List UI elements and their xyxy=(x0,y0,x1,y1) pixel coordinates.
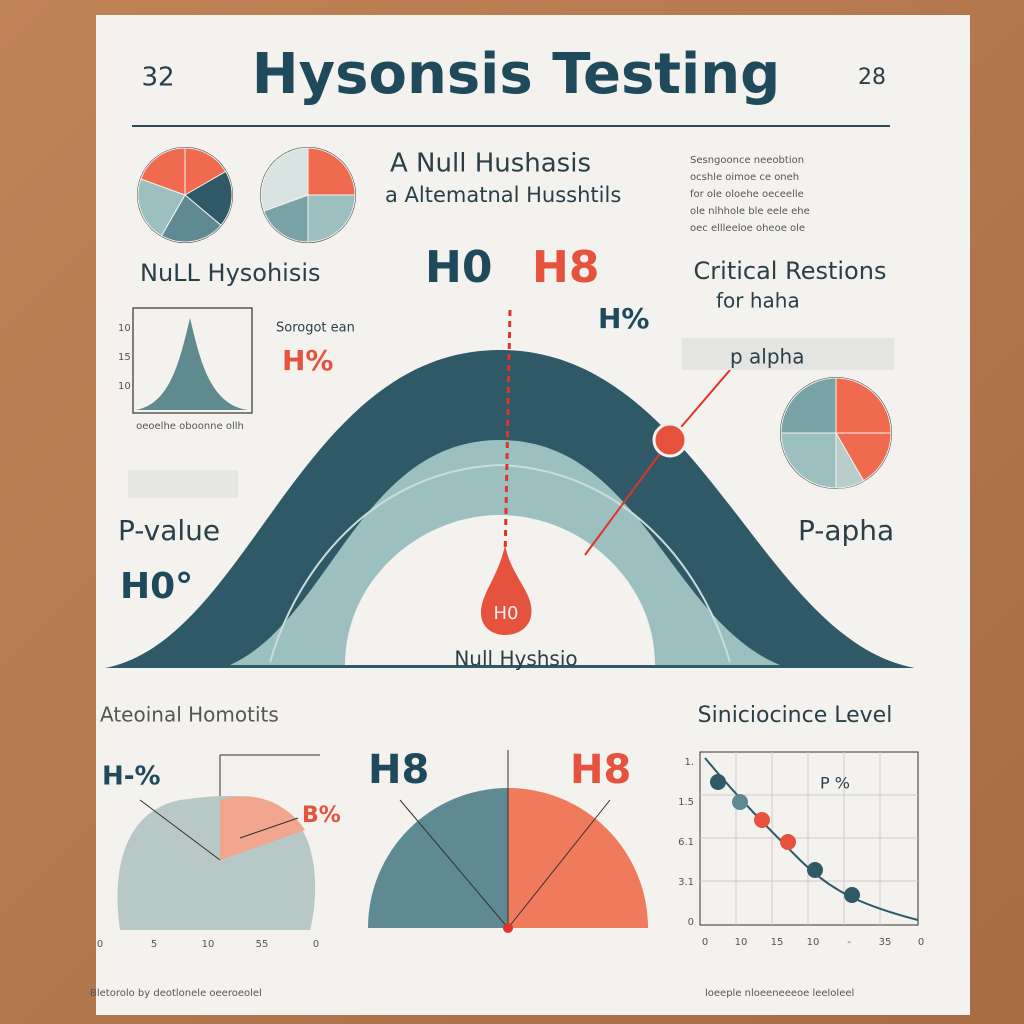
trend-line xyxy=(704,757,919,921)
trend-marker xyxy=(844,887,860,903)
header-number: 28 xyxy=(858,65,886,90)
tick-label: 35 xyxy=(879,937,892,948)
tick-label: 1. xyxy=(684,757,694,768)
label: Siniciocince Level xyxy=(698,703,893,728)
tick-label: 10 xyxy=(735,937,748,948)
gauge-needle xyxy=(507,799,611,929)
mini-chart-frame xyxy=(132,307,253,414)
label: H0° xyxy=(120,566,193,607)
trend-marker xyxy=(780,834,796,850)
pie-wedge xyxy=(137,178,186,237)
trend-marker xyxy=(807,862,823,878)
note-block: Sesngoonce neeobtion ocshle oimoe ce oneh… xyxy=(690,155,810,234)
note-line: for ole oloehe oeceelle xyxy=(690,189,804,200)
note-line: oec ellleeloe oheoe ole xyxy=(690,223,805,234)
tick-group: 0 5 10 55 0 xyxy=(97,939,319,950)
tick-label: 0 xyxy=(97,939,103,950)
tick-label: 0 xyxy=(918,937,924,948)
tick-label: 0 xyxy=(313,939,319,950)
tick-label: 5 xyxy=(151,939,157,950)
pie-group xyxy=(137,147,892,489)
label: NuLL Hysohisis xyxy=(140,259,321,287)
note-line: ole nlhhole ble eele ehe xyxy=(690,206,810,217)
label: P % xyxy=(820,774,850,793)
pie-wedge xyxy=(260,147,309,212)
drop-marker xyxy=(480,545,532,635)
label: for haha xyxy=(716,289,800,313)
label: P-value xyxy=(118,514,220,547)
tick-label: 0 xyxy=(702,937,708,948)
gauge-needle xyxy=(399,799,509,929)
label: Null Hyshsio xyxy=(454,647,577,671)
note-line: Sesngoonce neeobtion xyxy=(690,155,804,166)
tick-label: 3.1 xyxy=(678,877,694,888)
pie-wedge xyxy=(184,170,233,226)
trend-marker xyxy=(754,812,770,828)
label-box xyxy=(128,470,238,498)
tick-label: 15 xyxy=(771,937,784,948)
bell-band-line xyxy=(269,463,731,663)
label: H8 xyxy=(570,747,631,793)
intro-line: A Null Hushasis xyxy=(390,149,591,179)
pie-wedge xyxy=(780,432,837,489)
pie-wedge xyxy=(780,377,837,434)
pie-wedge xyxy=(307,147,356,196)
pie-wedge xyxy=(140,147,186,196)
label: Sorogot ean xyxy=(276,321,355,336)
pointer-line xyxy=(239,817,299,839)
tick-label: 1.5 xyxy=(678,797,694,808)
critical-marker xyxy=(652,422,688,458)
label: B% xyxy=(302,803,341,828)
label: H8 xyxy=(532,242,599,293)
tick-label: 0 xyxy=(688,917,694,928)
gauge-pivot xyxy=(503,923,513,933)
null-dashed-line xyxy=(503,309,512,561)
mini-peak xyxy=(135,318,248,410)
tick-label: 10 xyxy=(202,939,215,950)
tick-label: 15 xyxy=(118,352,131,363)
pointer-line xyxy=(139,799,221,861)
pie-wedge xyxy=(835,432,892,482)
pie-wedge xyxy=(835,377,892,434)
title: Hysonsis Testing xyxy=(252,42,780,107)
label: H% xyxy=(282,344,334,377)
pie-wedge xyxy=(184,147,227,196)
footer-text: Bletorolo by deotlonele oeeroeolel xyxy=(90,988,262,999)
label-box xyxy=(682,338,894,370)
label: p alpha xyxy=(730,345,805,369)
label: H8 xyxy=(368,747,429,793)
footer-text: loeeple nloeeneeeoe leeloleel xyxy=(705,988,854,999)
tick-group: 10 15 10 xyxy=(118,323,131,392)
label: H0 xyxy=(425,242,492,293)
intro-line: a Altematnal Husshtils xyxy=(385,183,621,207)
trend-marker xyxy=(732,794,748,810)
mini-caption: oeoelhe oboonne ollh xyxy=(136,421,244,432)
pie-wedge xyxy=(263,194,309,243)
tick-label: 6.1 xyxy=(678,837,694,848)
label: Critical Restions xyxy=(694,257,887,285)
pointer-line xyxy=(584,439,671,556)
header-number: 32 xyxy=(141,63,174,93)
tick-label: 10 xyxy=(807,937,820,948)
tick-label: 10 xyxy=(118,381,131,392)
blob-wedge xyxy=(220,796,305,860)
tick-label: - xyxy=(847,937,851,948)
gauge-right xyxy=(508,788,648,928)
chart-group: 1.1.56.13.100 10 15 10-35 0 xyxy=(678,752,924,948)
trend-marker xyxy=(710,774,726,790)
label: Ateoinal Homotits xyxy=(100,703,279,727)
pie-wedge xyxy=(160,194,222,243)
drop-label: H0 xyxy=(494,603,519,624)
pie-wedge xyxy=(307,194,356,243)
gauge-left xyxy=(368,788,508,928)
tick-label: 10 xyxy=(118,323,131,334)
label: H-% xyxy=(102,762,161,792)
tick-label: 55 xyxy=(256,939,269,950)
note-line: ocshle oimoe ce oneh xyxy=(690,172,799,183)
label: P-apha xyxy=(798,514,894,547)
label: H% xyxy=(598,302,650,335)
